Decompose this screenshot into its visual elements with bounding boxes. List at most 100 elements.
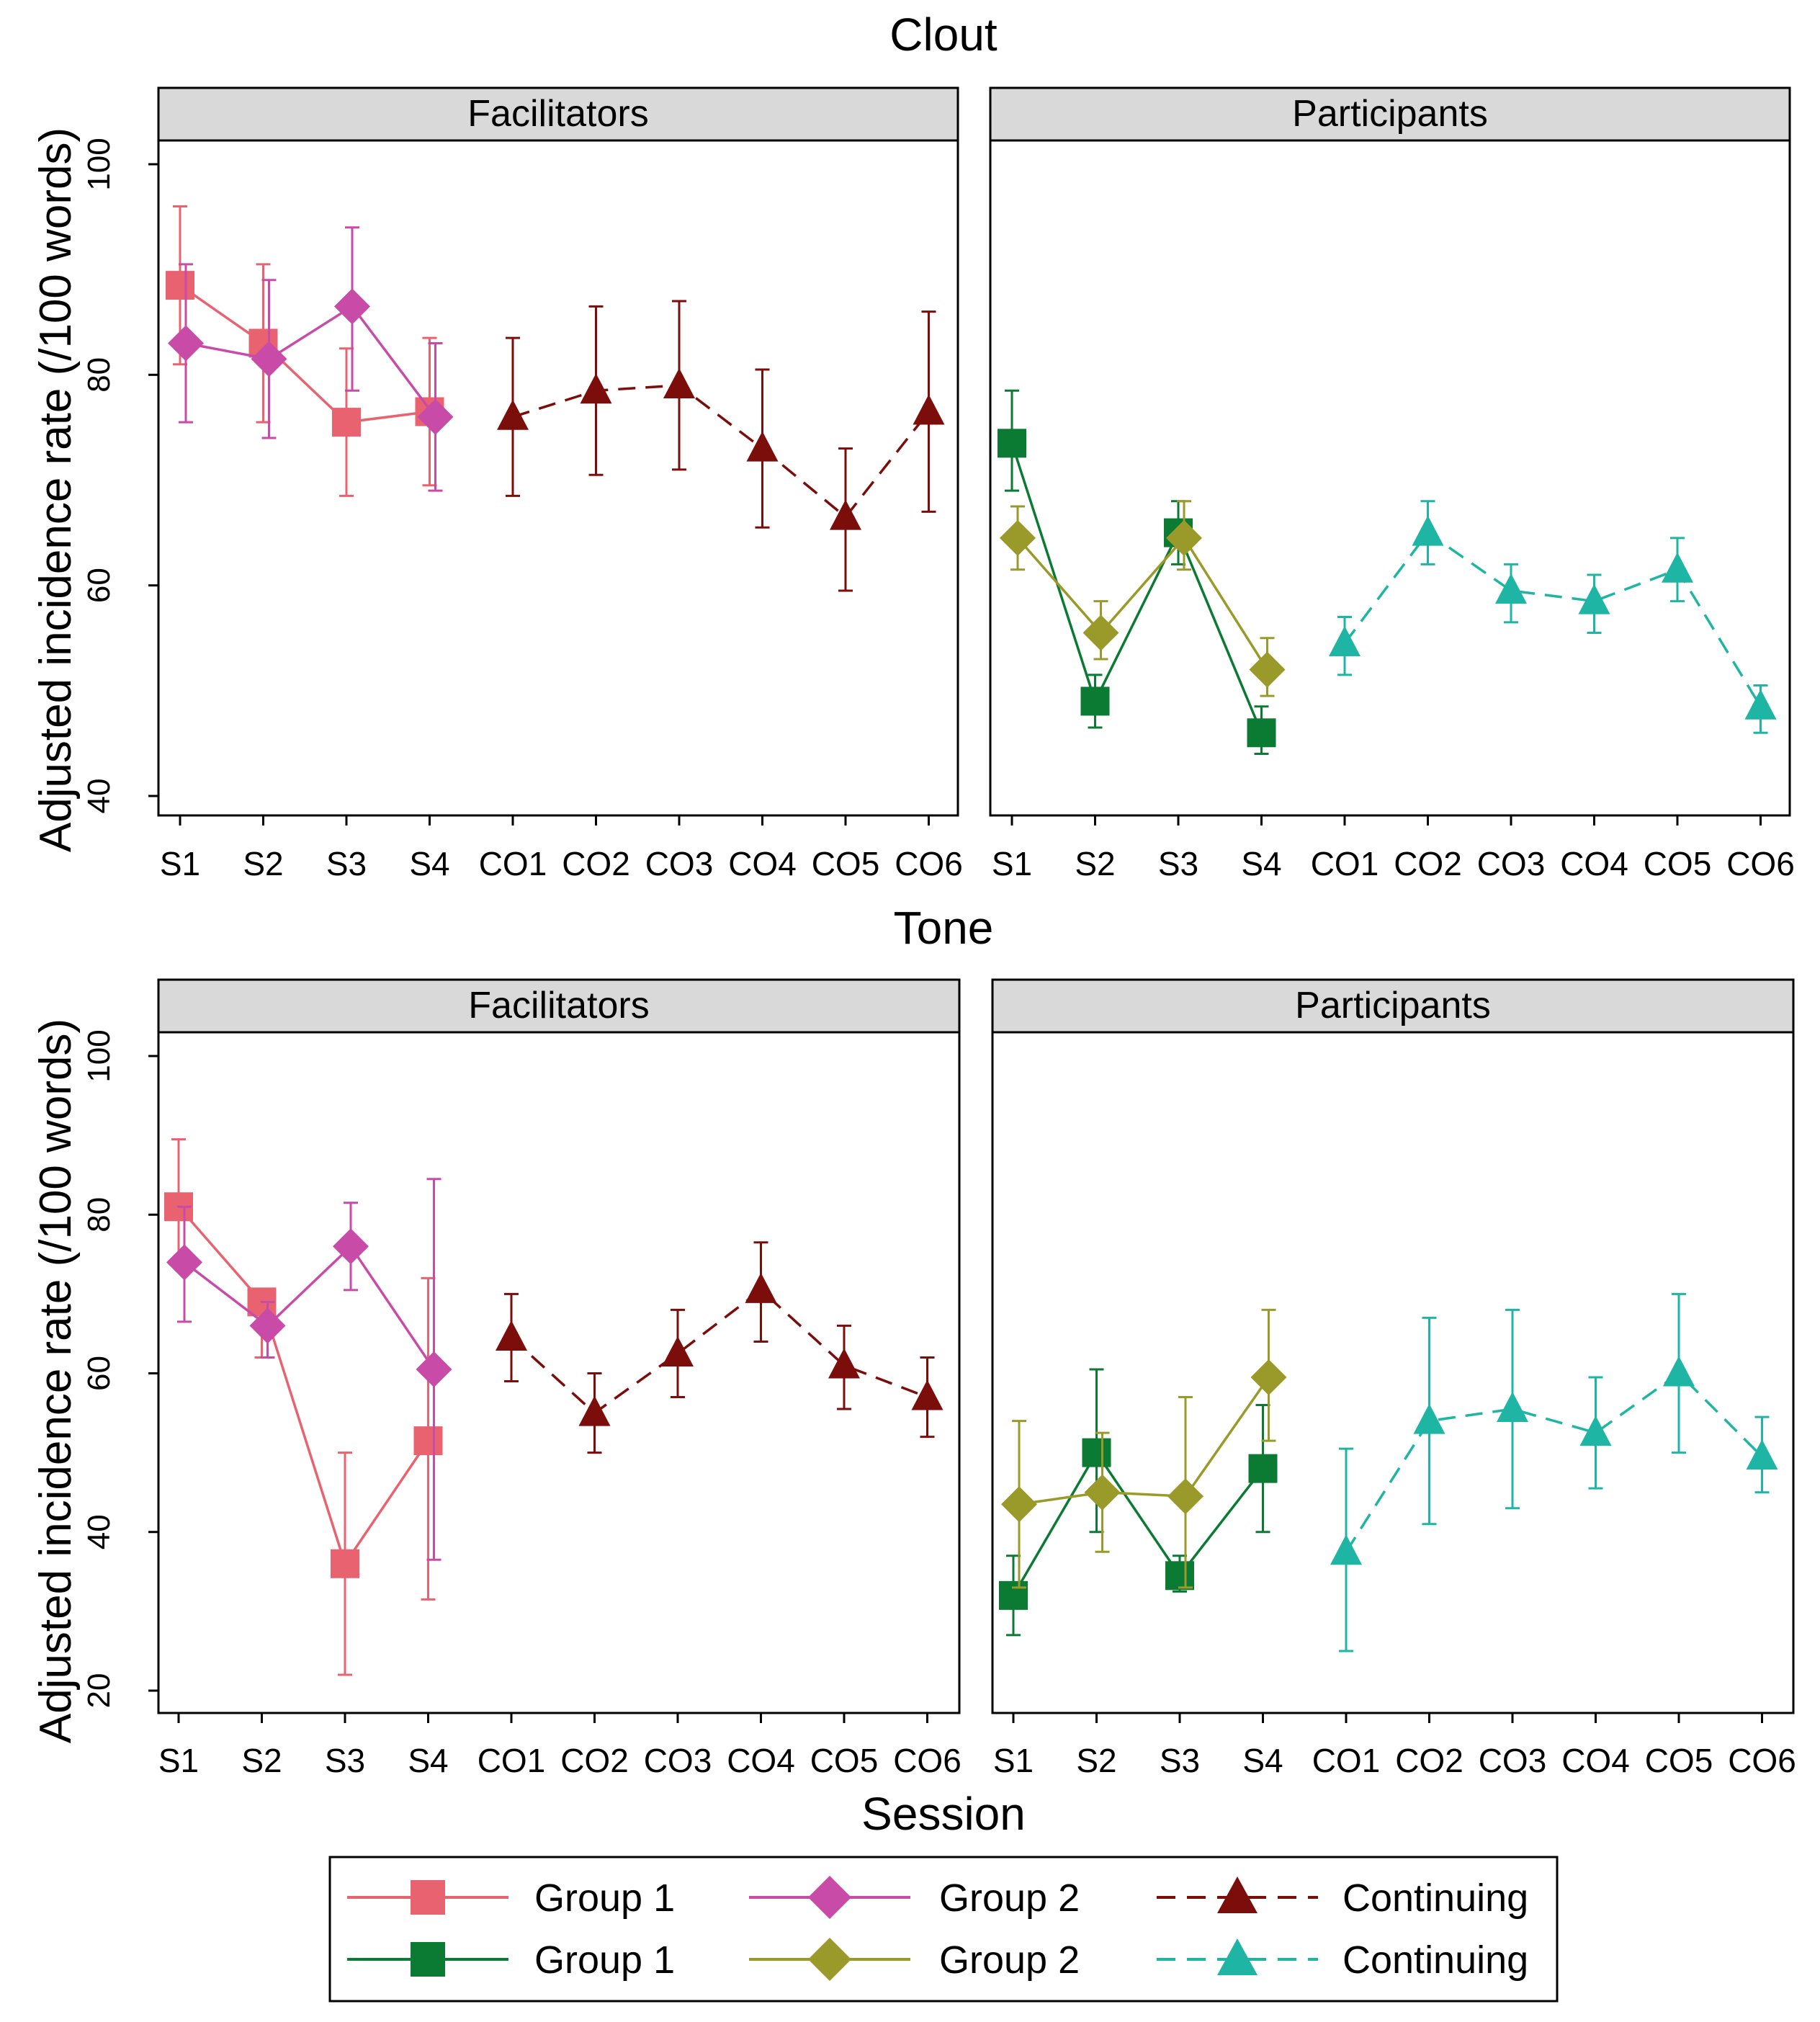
series-line <box>183 1244 435 1370</box>
data-point <box>496 1320 527 1351</box>
legend-label-group-2: Group 2 <box>939 1876 1080 1920</box>
series-line <box>179 284 430 424</box>
panel-facilitators: Facilitators S1 S2 S3 S4 CO1 CO2 CO3 CO4 CO5 CO6 <box>157 86 963 882</box>
panel-participants: Participants S1 S2 S3 S4 CO1 CO2 CO3 CO4 CO5 CO6 <box>989 86 1795 882</box>
series-group-1 <box>164 1138 443 1676</box>
x-tick-label: S2 <box>241 1742 282 1779</box>
x-tick-label: CO4 <box>727 1742 795 1779</box>
series-line <box>1016 535 1268 671</box>
panel-strip-label: Facilitators <box>467 93 648 135</box>
y-axis-label-bottom: Adjusted incidence rate (/100 words) <box>31 1019 81 1743</box>
data-point <box>1744 689 1777 720</box>
data-point <box>334 288 370 325</box>
panel-strip-label: Participants <box>1295 985 1491 1026</box>
series-continuing <box>496 1241 943 1454</box>
data-point <box>999 1580 1028 1610</box>
x-tick-label: S2 <box>1075 845 1115 882</box>
x-tick-label: CO1 <box>1312 1742 1381 1779</box>
x-tick-label: CO2 <box>560 1742 629 1779</box>
x-tick-label: CO3 <box>645 845 714 882</box>
legend-item-facilitators-continuing: Continuing <box>1157 1876 1528 1920</box>
plot-area <box>991 1031 1795 1714</box>
data-point <box>913 394 945 425</box>
triangle-marker-icon <box>1217 1938 1258 1975</box>
panel-strip <box>991 978 1795 1034</box>
data-point <box>249 1307 286 1344</box>
x-tick-label: S3 <box>326 845 367 882</box>
data-point <box>166 1244 202 1281</box>
data-point <box>168 325 204 362</box>
legend: Group 1 Group 2 Continuing Group 1 Group… <box>328 1856 1559 2003</box>
chart-tone: Tone 20 40 60 80 100 Facilitators S1 S2 S3 S4 CO1 CO… <box>81 902 1796 1779</box>
x-axis-label: Session <box>861 1788 1026 1840</box>
data-point <box>416 1351 452 1387</box>
x-tick-label: CO6 <box>1726 845 1795 882</box>
x-tick-label: CO2 <box>1395 1742 1463 1779</box>
series-continuing <box>1330 1292 1778 1652</box>
series-continuing <box>497 300 945 592</box>
data-point <box>1000 519 1036 556</box>
square-marker-icon <box>411 1880 445 1915</box>
data-point <box>745 1272 777 1303</box>
x-tick-label: CO3 <box>1479 1742 1547 1779</box>
diamond-marker-icon <box>808 1876 851 1919</box>
series-group-2 <box>1001 1308 1287 1589</box>
x-tick-label: CO6 <box>1728 1742 1796 1779</box>
x-tick-label: S1 <box>160 845 200 882</box>
panel-facilitators: Facilitators S1 S2 S3 S4 CO1 CO2 CO3 CO4 CO5 CO6 <box>157 978 961 1779</box>
data-point <box>333 1228 369 1265</box>
x-tick-label: S4 <box>408 1742 448 1779</box>
y-tick-label: 60 <box>81 1356 117 1391</box>
data-point <box>332 408 361 437</box>
data-point <box>497 399 529 430</box>
data-point <box>166 271 194 300</box>
series-line <box>1010 442 1263 733</box>
x-tick-label: S2 <box>1076 1742 1116 1779</box>
data-point <box>1330 1534 1362 1565</box>
x-tick-label: CO4 <box>728 845 797 882</box>
panel-strip-label: Facilitators <box>468 985 649 1026</box>
series-group-1 <box>166 205 444 497</box>
data-point <box>1663 1356 1695 1387</box>
panel-strip-label: Participants <box>1292 93 1488 135</box>
triangle-marker-icon <box>1217 1876 1258 1913</box>
y-tick-label: 80 <box>81 357 117 393</box>
data-point <box>578 1395 611 1426</box>
x-tick-label: S2 <box>243 845 283 882</box>
series-group-2 <box>1000 500 1286 697</box>
data-point <box>1662 552 1693 583</box>
x-tick-label: CO2 <box>1394 845 1462 882</box>
plot-area <box>157 139 959 817</box>
legend-box <box>328 1856 1559 2003</box>
data-point <box>1578 583 1610 614</box>
series-line <box>510 1288 928 1415</box>
data-point <box>1167 1478 1203 1515</box>
legend-label-continuing: Continuing <box>1342 1876 1528 1920</box>
data-point <box>1412 515 1444 546</box>
series-line <box>1018 1377 1270 1506</box>
legend-item-facilitators-group-2: Group 2 <box>749 1876 1080 1920</box>
legend-label-group-1: Group 1 <box>534 1938 675 1982</box>
x-tick-label: CO1 <box>478 1742 546 1779</box>
data-point <box>251 341 287 377</box>
legend-item-participants-group-1: Group 1 <box>347 1938 675 1982</box>
x-tick-label: CO5 <box>810 1742 879 1779</box>
x-tick-label: S3 <box>325 1742 365 1779</box>
data-point <box>1497 1392 1528 1423</box>
series-line <box>1345 1372 1763 1553</box>
x-tick-label: CO3 <box>644 1742 712 1779</box>
data-point <box>663 367 695 398</box>
x-tick-label: CO5 <box>1645 1742 1713 1779</box>
data-point <box>1082 614 1119 651</box>
data-point <box>413 1426 443 1456</box>
x-tick-label: CO5 <box>1644 845 1712 882</box>
x-tick-label: S1 <box>158 1742 199 1779</box>
diamond-marker-icon <box>808 1938 851 1981</box>
series-line <box>177 1206 429 1567</box>
y-tick-label: 80 <box>81 1197 117 1233</box>
x-tick-label: S3 <box>1160 1742 1200 1779</box>
y-axis-label-top: Adjusted incidence rate (/100 words) <box>31 128 81 852</box>
panel-participants: Participants S1 S2 S3 S4 CO1 CO2 CO3 CO4 CO5 CO6 <box>991 978 1796 1779</box>
